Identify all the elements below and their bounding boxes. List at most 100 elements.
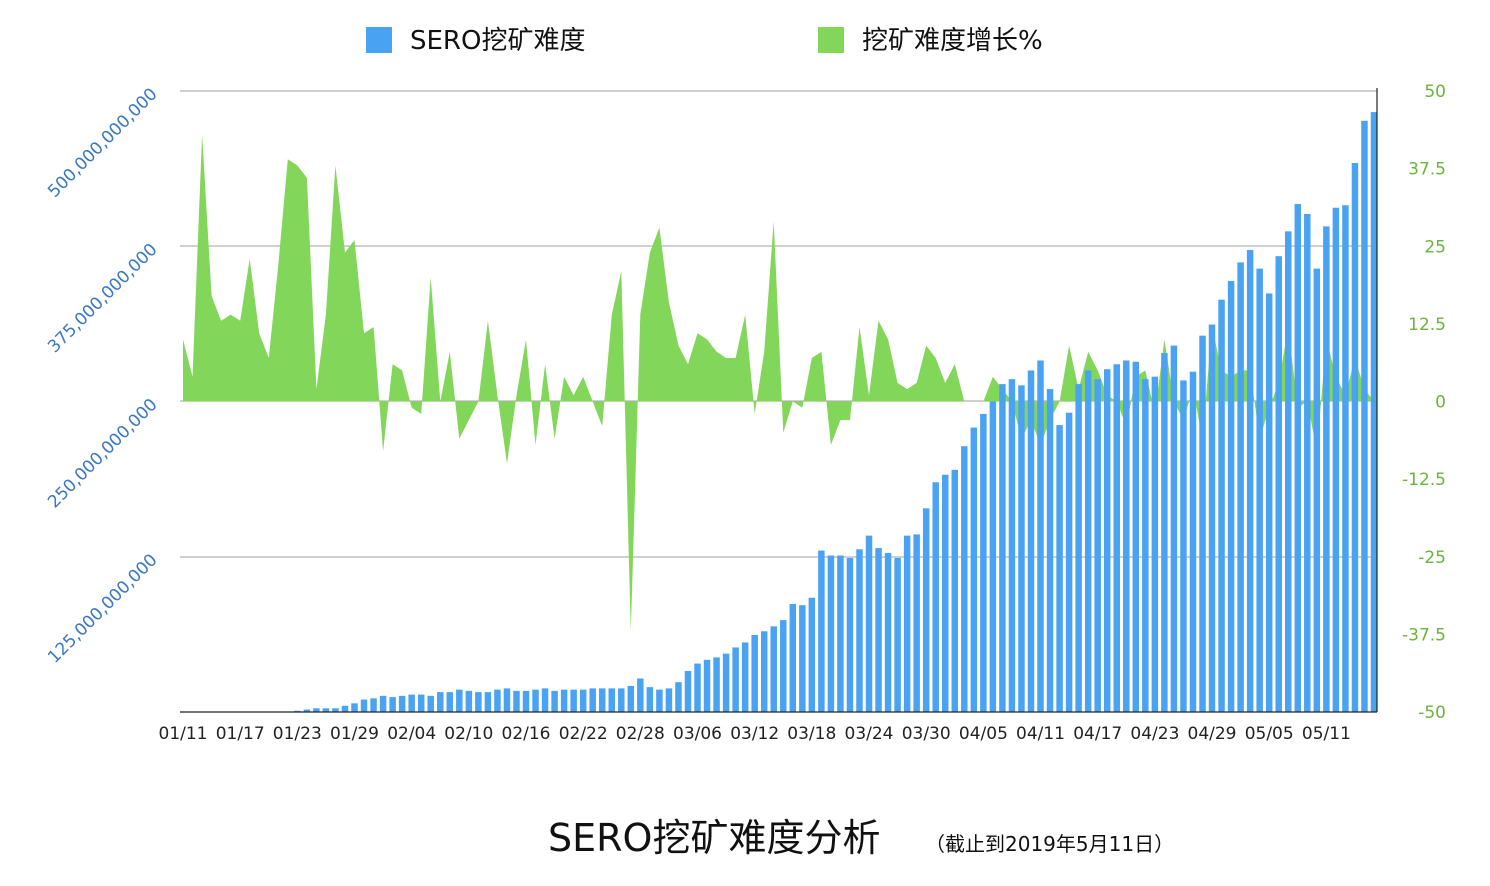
difficulty-bar [1323, 226, 1330, 712]
difficulty-bar [408, 694, 415, 712]
difficulty-bar [1313, 268, 1321, 712]
x-tick-label: 03/18 [787, 724, 836, 744]
difficulty-bar [294, 710, 301, 712]
difficulty-bar [608, 688, 615, 712]
x-tick-label: 03/06 [673, 724, 722, 744]
difficulty-bar [1018, 385, 1025, 712]
x-tick-label: 05/05 [1245, 724, 1294, 744]
right-y-tick-label: -37.5 [1402, 625, 1446, 645]
difficulty-bar [1094, 379, 1101, 712]
difficulty-bar [646, 687, 654, 712]
x-tick-label: 04/29 [1188, 724, 1237, 744]
difficulty-bar [1332, 207, 1340, 712]
difficulty-bar [1065, 412, 1073, 712]
difficulty-bar [961, 446, 968, 712]
difficulty-bar [1180, 380, 1187, 712]
difficulty-bar [827, 555, 835, 712]
difficulty-bar [1361, 120, 1368, 712]
difficulty-bar [760, 631, 768, 712]
difficulty-bar [1113, 364, 1120, 712]
difficulty-bar [932, 482, 939, 712]
difficulty-bar [1151, 376, 1159, 712]
difficulty-bar [856, 549, 863, 712]
difficulty-bar [846, 557, 854, 712]
x-tick-label: 01/23 [273, 724, 322, 744]
x-tick-label: 03/24 [845, 724, 894, 744]
left-y-tick-label: 125,000,000,000 [44, 550, 161, 667]
difficulty-bar [1142, 379, 1149, 712]
x-tick-label: 02/10 [444, 724, 493, 744]
difficulty-bar [503, 688, 511, 712]
difficulty-bar [703, 659, 711, 712]
difficulty-bar [351, 703, 358, 712]
difficulty-bar [389, 697, 396, 712]
left-y-tick-label: 500,000,000,000 [44, 84, 161, 201]
difficulty-bar [341, 705, 349, 712]
x-tick-labels: 01/11 01/17 01/23 01/29 02/04 02/10 02/16 02/22… [159, 724, 1351, 744]
difficulty-bar [1170, 345, 1178, 712]
difficulty-bar [637, 678, 644, 712]
difficulty-bar [360, 699, 368, 712]
difficulty-bar [322, 708, 330, 712]
difficulty-bar [1351, 163, 1359, 713]
right-y-tick-label: -25 [1418, 548, 1446, 568]
legend-swatch-difficulty [366, 27, 392, 53]
x-tick-label: 05/11 [1302, 724, 1351, 744]
difficulty-bar [694, 663, 701, 712]
difficulty-bar [446, 692, 454, 712]
legend-label-growth: 挖矿难度增长% [862, 26, 1043, 56]
right-y-tick-label: 25 [1424, 237, 1446, 257]
difficulty-bar [980, 413, 987, 712]
left-y-tick-labels: 125,000,000,000 250,000,000,000 375,000,00… [44, 84, 161, 667]
x-tick-label: 04/05 [959, 724, 1008, 744]
difficulty-bar [427, 695, 434, 712]
difficulty-bar [770, 626, 777, 712]
difficulty-bar [303, 709, 311, 712]
difficulty-bar [903, 535, 911, 712]
difficulty-bar [808, 597, 816, 712]
x-tick-label: 02/16 [502, 724, 551, 744]
right-y-tick-labels: 50 37.5 25 12.5 0 -12.5 -25 -37.5 -50 [1402, 82, 1446, 723]
difficulty-bar [1075, 384, 1082, 712]
difficulty-bar [570, 689, 577, 712]
x-tick-label: 01/17 [216, 724, 265, 744]
x-tick-label: 03/30 [902, 724, 951, 744]
difficulty-bar [1132, 361, 1140, 712]
x-tick-label: 04/17 [1073, 724, 1122, 744]
x-tick-label: 04/11 [1016, 724, 1065, 744]
difficulty-bar [560, 689, 568, 712]
difficulty-bar [1161, 353, 1168, 712]
difficulty-bar [675, 682, 682, 712]
legend: SERO挖矿难度 挖矿难度增长% [366, 26, 1043, 56]
difficulty-bar [417, 694, 425, 712]
difficulty-bar [332, 708, 339, 712]
difficulty-bar [951, 469, 959, 712]
difficulty-bar [475, 692, 482, 712]
difficulty-bar [1275, 256, 1282, 712]
difficulty-bar [1123, 360, 1130, 712]
difficulty-bar [379, 695, 387, 712]
difficulty-bar [1285, 231, 1292, 712]
difficulty-bar [313, 708, 320, 712]
difficulty-bar [751, 635, 758, 712]
difficulty-bar [894, 557, 901, 712]
difficulty-bar [579, 689, 587, 712]
difficulty-bar [913, 534, 920, 712]
difficulty-bar [465, 690, 473, 712]
difficulty-bar [1304, 213, 1311, 712]
difficulty-bar [732, 647, 739, 712]
chart-title: SERO挖矿难度分析 [548, 816, 880, 860]
difficulty-bar [1227, 281, 1235, 712]
difficulty-bar [789, 603, 797, 712]
difficulty-bar [875, 548, 882, 712]
difficulty-bar [1208, 324, 1216, 712]
left-y-tick-label: 250,000,000,000 [44, 395, 161, 512]
difficulty-bar [741, 642, 749, 712]
difficulty-bar [522, 690, 530, 712]
difficulty-bar [1265, 293, 1273, 712]
difficulty-bar [398, 695, 406, 712]
difficulty-bar [494, 689, 501, 712]
difficulty-bar [780, 620, 787, 712]
difficulty-bar [999, 384, 1006, 712]
